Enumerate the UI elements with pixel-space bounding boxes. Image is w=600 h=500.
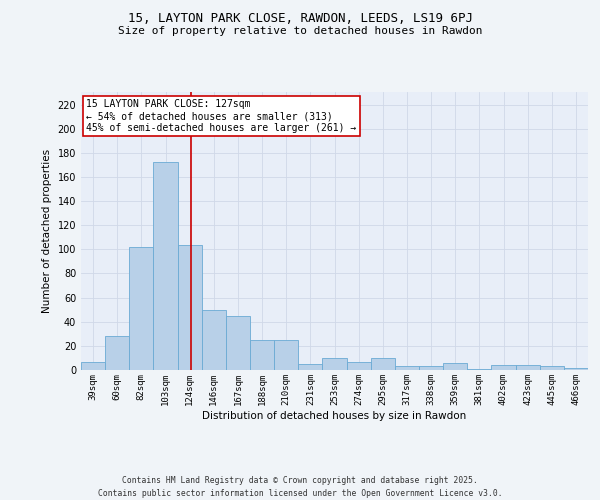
Bar [443,363,467,370]
Bar [491,365,515,370]
Bar [81,362,105,370]
Bar [250,340,274,370]
Bar [515,365,540,370]
Bar [226,316,250,370]
Text: Contains HM Land Registry data © Crown copyright and database right 2025.
Contai: Contains HM Land Registry data © Crown c… [98,476,502,498]
Bar [371,358,395,370]
Bar [298,364,322,370]
Text: 15 LAYTON PARK CLOSE: 127sqm
← 54% of detached houses are smaller (313)
45% of s: 15 LAYTON PARK CLOSE: 127sqm ← 54% of de… [86,100,356,132]
Bar [564,368,588,370]
X-axis label: Distribution of detached houses by size in Rawdon: Distribution of detached houses by size … [202,410,467,420]
Bar [154,162,178,370]
Bar [105,336,129,370]
Bar [467,369,491,370]
Bar [274,340,298,370]
Bar [540,366,564,370]
Bar [395,366,419,370]
Bar [129,247,154,370]
Bar [419,366,443,370]
Text: Size of property relative to detached houses in Rawdon: Size of property relative to detached ho… [118,26,482,36]
Bar [322,358,347,370]
Y-axis label: Number of detached properties: Number of detached properties [42,149,52,314]
Bar [178,244,202,370]
Text: 15, LAYTON PARK CLOSE, RAWDON, LEEDS, LS19 6PJ: 15, LAYTON PARK CLOSE, RAWDON, LEEDS, LS… [128,12,473,26]
Bar [202,310,226,370]
Bar [347,362,371,370]
